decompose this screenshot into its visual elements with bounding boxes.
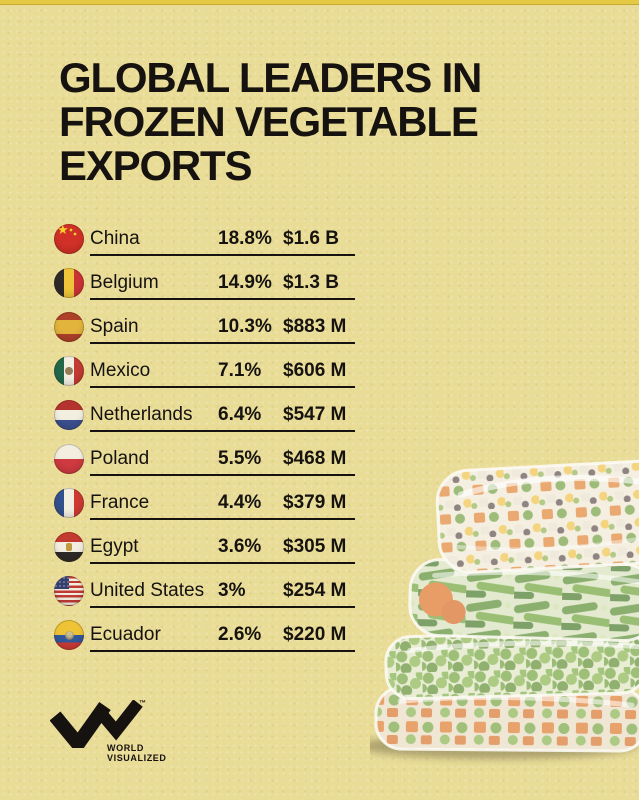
brand-line-2: VISUALIZED bbox=[107, 753, 167, 763]
export-value: $468 M bbox=[283, 448, 347, 469]
mx-flag-icon bbox=[54, 356, 84, 386]
world-visualized-logo-mark bbox=[49, 699, 143, 756]
export-value: $547 M bbox=[283, 404, 347, 425]
country-name: France bbox=[90, 492, 150, 513]
table-row-line: Netherlands 6.4% $547 M bbox=[90, 404, 355, 432]
title-line-2: FROZEN VEGETABLE bbox=[59, 98, 479, 145]
table-row-line: China 18.8% $1.6 B bbox=[90, 228, 355, 256]
ec-flag-emblem bbox=[64, 630, 74, 640]
table-row-line: Belgium 14.9% $1.3 B bbox=[90, 272, 355, 300]
country-name: Mexico bbox=[90, 360, 151, 381]
es-flag-icon bbox=[54, 312, 84, 342]
export-share: 6.4% bbox=[218, 404, 262, 425]
table-row: Mexico 7.1% $606 M bbox=[54, 350, 356, 394]
country-name: Poland bbox=[90, 448, 150, 469]
table-row: United States 3% $254 M bbox=[54, 570, 356, 614]
table-row: Poland 5.5% $468 M bbox=[54, 438, 356, 482]
bag-1-mixed-vegetables bbox=[435, 459, 639, 574]
export-share: 7.1% bbox=[218, 360, 262, 381]
be-flag-icon bbox=[54, 268, 84, 298]
country-name: Ecuador bbox=[90, 624, 161, 645]
export-value: $1.6 B bbox=[283, 228, 339, 249]
export-share: 10.3% bbox=[218, 316, 272, 337]
country-name: Belgium bbox=[90, 272, 159, 293]
eg-flag-emblem bbox=[66, 543, 72, 551]
table-row: Netherlands 6.4% $547 M bbox=[54, 394, 356, 438]
cn-flag-star: ★ bbox=[57, 224, 69, 237]
table-row-line: United States 3% $254 M bbox=[90, 580, 355, 608]
country-name: Netherlands bbox=[90, 404, 193, 425]
ec-flag-icon bbox=[54, 620, 84, 650]
brand-name: WORLD VISUALIZED bbox=[107, 743, 167, 763]
title-line-3: EXPORTS bbox=[59, 142, 253, 189]
country-name: China bbox=[90, 228, 140, 249]
frozen-vegetable-bags-illustration bbox=[370, 459, 639, 759]
export-share: 2.6% bbox=[218, 624, 262, 645]
nl-flag-icon bbox=[54, 400, 84, 430]
table-row: Egypt 3.6% $305 M bbox=[54, 526, 356, 570]
table-row: Ecuador 2.6% $220 M bbox=[54, 614, 356, 658]
table-row: France 4.4% $379 M bbox=[54, 482, 356, 526]
table-row: ★ China 18.8% $1.6 B bbox=[54, 218, 356, 262]
top-accent-strip bbox=[0, 0, 639, 5]
export-value: $379 M bbox=[283, 492, 347, 513]
mx-flag-emblem bbox=[65, 367, 73, 375]
title-line-1: GLOBAL LEADERS IN bbox=[59, 54, 482, 101]
table-row: Spain 10.3% $883 M bbox=[54, 306, 356, 350]
cn-flag-dots bbox=[69, 228, 77, 236]
export-share: 4.4% bbox=[218, 492, 262, 513]
table-row-line: Mexico 7.1% $606 M bbox=[90, 360, 355, 388]
bag-3-peas bbox=[384, 629, 639, 701]
page-title: GLOBAL LEADERS IN FROZEN VEGETABLE EXPOR… bbox=[59, 54, 482, 189]
export-share: 3% bbox=[218, 580, 246, 601]
export-share: 14.9% bbox=[218, 272, 272, 293]
export-share: 5.5% bbox=[218, 448, 262, 469]
bag-4-carrots-peas bbox=[374, 685, 639, 753]
table-row-line: Spain 10.3% $883 M bbox=[90, 316, 355, 344]
country-name: Egypt bbox=[90, 536, 139, 557]
pl-flag-icon bbox=[54, 444, 84, 474]
export-value: $305 M bbox=[283, 536, 347, 557]
table-row-line: France 4.4% $379 M bbox=[90, 492, 355, 520]
export-value: $254 M bbox=[283, 580, 347, 601]
us-flag-icon bbox=[54, 576, 84, 606]
bag-2-green-beans bbox=[408, 558, 639, 642]
export-value: $883 M bbox=[283, 316, 347, 337]
export-value: $606 M bbox=[283, 360, 347, 381]
fr-flag-icon bbox=[54, 488, 84, 518]
export-value: $1.3 B bbox=[283, 272, 339, 293]
eg-flag-icon bbox=[54, 532, 84, 562]
export-value: $220 M bbox=[283, 624, 347, 645]
export-share: 3.6% bbox=[218, 536, 262, 557]
brand-line-1: WORLD bbox=[107, 743, 144, 753]
table-row-line: Ecuador 2.6% $220 M bbox=[90, 624, 355, 652]
us-flag-canton bbox=[54, 576, 69, 589]
world-visualized-logo: ™ WORLD VISUALIZED bbox=[49, 699, 220, 770]
country-name: Spain bbox=[90, 316, 139, 337]
export-table: ★ China 18.8% $1.6 B Belgium 14.9% $1.3 B Spain… bbox=[54, 218, 356, 658]
trademark-symbol: ™ bbox=[139, 700, 146, 707]
export-share: 18.8% bbox=[218, 228, 272, 249]
table-row: Belgium 14.9% $1.3 B bbox=[54, 262, 356, 306]
country-name: United States bbox=[90, 580, 205, 601]
cn-flag-icon: ★ bbox=[54, 224, 84, 254]
table-row-line: Poland 5.5% $468 M bbox=[90, 448, 355, 476]
table-row-line: Egypt 3.6% $305 M bbox=[90, 536, 355, 564]
